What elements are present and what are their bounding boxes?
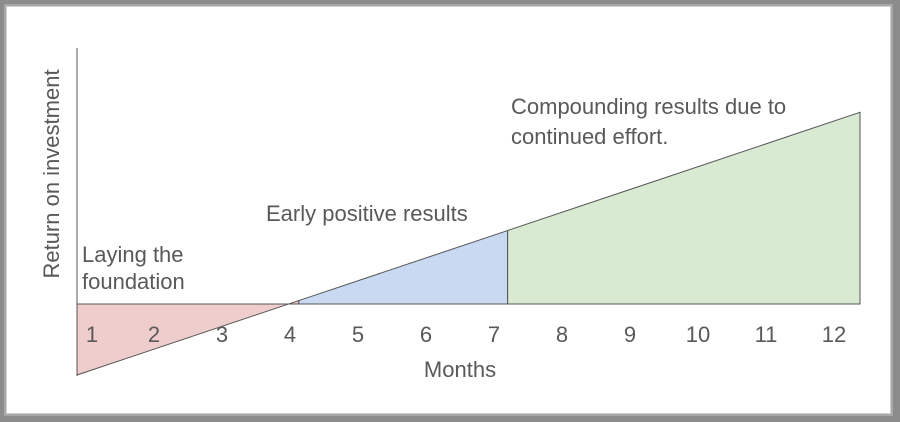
x-axis-label: Months — [424, 357, 496, 382]
x-tick-label: 10 — [686, 322, 710, 347]
x-tick-label: 6 — [420, 322, 432, 347]
annotation-compounding: Compounding results due to — [511, 94, 786, 119]
x-tick-label: 9 — [624, 322, 636, 347]
x-tick-label: 3 — [216, 322, 228, 347]
x-tick-label: 12 — [822, 322, 846, 347]
x-tick-label: 2 — [148, 322, 160, 347]
x-tick-label: 8 — [556, 322, 568, 347]
y-axis-label: Return on investment — [39, 69, 64, 278]
annotation-compounding: continued effort. — [511, 124, 668, 149]
annotation-foundation: foundation — [82, 269, 185, 294]
x-tick-label: 5 — [352, 322, 364, 347]
x-tick-label: 1 — [86, 322, 98, 347]
annotation-foundation: Laying the — [82, 242, 184, 267]
x-tick-label: 7 — [488, 322, 500, 347]
area-early-results — [298, 229, 509, 305]
x-tick-label: 4 — [284, 322, 296, 347]
annotation-early-results: Early positive results — [266, 201, 468, 226]
area-foundation — [76, 299, 300, 376]
x-tick-label: 11 — [755, 322, 778, 347]
